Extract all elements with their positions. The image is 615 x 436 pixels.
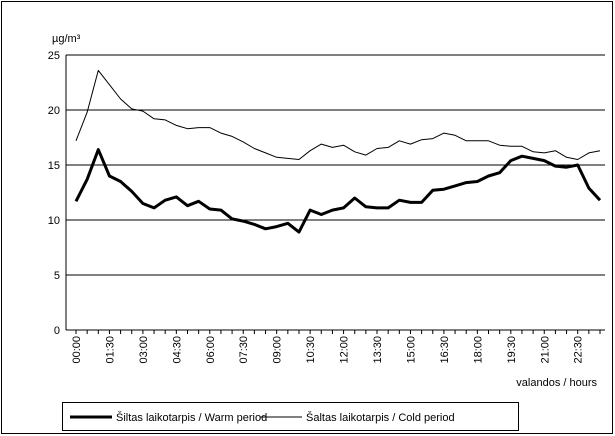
y-tick-label: 5 [54, 270, 60, 282]
x-tick-label: 15:00 [405, 336, 417, 364]
x-axis-label: valandos / hours [516, 377, 597, 389]
y-tick-label: 0 [54, 325, 60, 337]
line [74, 148, 602, 234]
x-tick-label: 22:30 [573, 336, 585, 364]
x-tick-label: 12:00 [339, 336, 351, 364]
x-tick-label: 13:30 [372, 336, 384, 364]
x-tick-label: 01:30 [104, 336, 116, 364]
line [75, 69, 601, 160]
y-tick-label: 20 [48, 105, 60, 117]
x-tick-label: 18:00 [472, 336, 484, 364]
y-tick-label: 15 [48, 160, 60, 172]
x-tick-label: 21:00 [539, 336, 551, 364]
y-tick-label: 25 [48, 50, 60, 62]
x-tick-label: 07:30 [238, 336, 250, 364]
x-tick-label: 03:00 [138, 336, 150, 364]
x-tick-label: 16:30 [439, 336, 451, 364]
y-tick-label: 10 [48, 215, 60, 227]
legend-label: Šiltas laikotarpis / Warm period [116, 411, 267, 424]
legend-label: Šaltas laikotarpis / Cold period [306, 411, 455, 424]
x-tick-label: 04:30 [171, 336, 183, 364]
x-tick-label: 00:00 [71, 336, 83, 364]
x-tick-label: 19:30 [506, 336, 518, 364]
x-tick-label: 09:00 [272, 336, 284, 364]
x-tick-label: 06:00 [205, 336, 217, 364]
y-axis-label: µg/m³ [52, 33, 81, 45]
x-tick-label: 10:30 [305, 336, 317, 364]
